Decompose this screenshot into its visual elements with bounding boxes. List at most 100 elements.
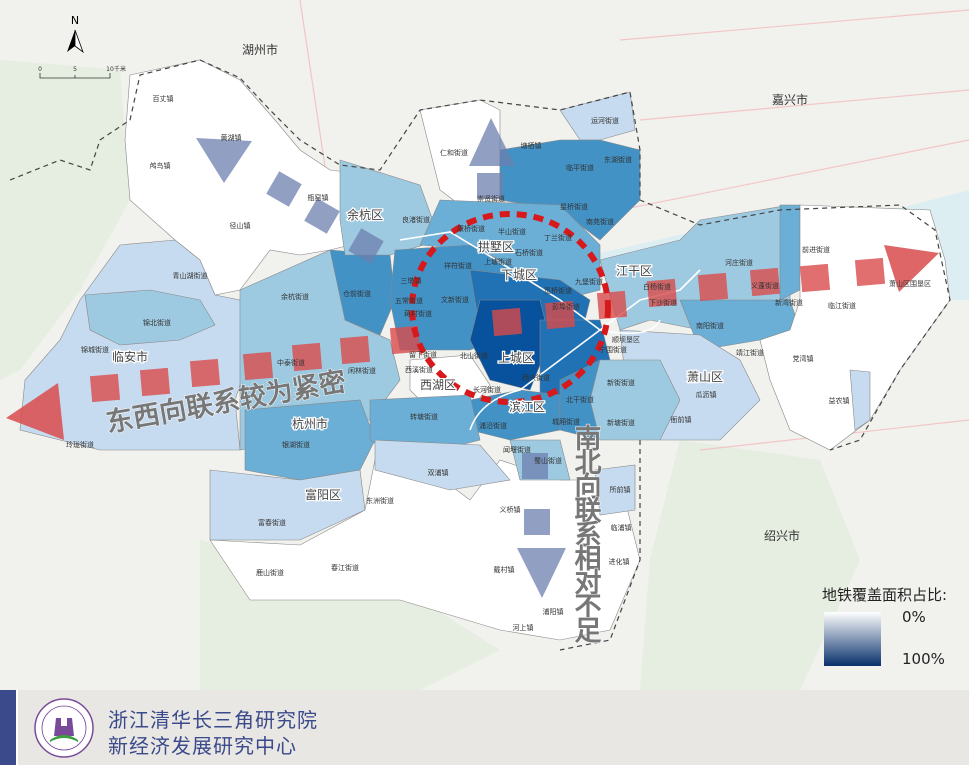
scale-bar: 0 5 10 千米	[38, 65, 126, 79]
town-label: 白杨街道	[643, 282, 671, 291]
subdistrict-region	[779, 204, 801, 301]
town-label: 祥符街道	[444, 261, 472, 270]
scale-tick: 10	[106, 66, 114, 73]
northwest-arrowhead	[196, 138, 252, 183]
footer-panel	[18, 690, 969, 765]
town-label: 三墩镇	[401, 276, 422, 285]
district-label: 临安市	[112, 349, 148, 364]
north-arrow: N	[67, 14, 84, 54]
town-label: 九堡街道	[575, 277, 603, 286]
east-west-arrow-segment	[799, 263, 831, 293]
town-label: 双浦镇	[428, 468, 449, 477]
town-label: 径山镇	[230, 221, 251, 230]
district-label: 杭州市	[292, 416, 328, 431]
town-label: 崇贤街道	[477, 194, 505, 203]
town-label: 新塘街道	[607, 418, 635, 427]
town-label: 闲林街道	[348, 366, 376, 375]
east-west-arrow-segment	[242, 351, 274, 381]
town-label: 鹿山街道	[256, 568, 284, 577]
town-label: 笕桥街道	[544, 286, 572, 295]
town-label: 义桥镇	[500, 505, 521, 514]
legend-color-ramp	[824, 612, 881, 666]
town-label: 所前镇	[610, 485, 631, 494]
district-label: 上城区	[498, 351, 534, 365]
town-label: 石桥街道	[515, 248, 543, 257]
district-label: 余杭区	[347, 207, 383, 222]
city-labels: 湖州市 嘉兴市 绍兴市	[242, 42, 808, 543]
town-label: 锦北街道	[143, 318, 171, 327]
town-label: 塘栖镇	[521, 141, 542, 150]
west-arrowhead	[6, 383, 64, 440]
city-label: 湖州市	[242, 42, 278, 57]
institute-name: 浙江清华长三角研究院	[108, 708, 318, 732]
town-label: 戴村镇	[494, 565, 515, 574]
center-name: 新经济发展研究中心	[108, 734, 297, 758]
town-label: 转塘街道	[410, 412, 438, 421]
subdistrict-region	[849, 369, 871, 431]
north-arrowhead	[469, 118, 515, 166]
east-west-arrow-segment	[291, 342, 323, 372]
town-label: 义蓬街道	[751, 281, 779, 290]
district-label: 拱墅区	[478, 240, 514, 254]
town-label: 临平街道	[566, 163, 594, 172]
legend-max-label: 100%	[902, 650, 945, 668]
scale-unit: 千米	[114, 65, 126, 73]
east-west-arrow-segment	[697, 272, 729, 302]
terrain	[0, 60, 860, 690]
footer-accent-bar	[0, 690, 16, 765]
town-label: 运河街道	[591, 116, 619, 125]
town-label: 留下街道	[409, 350, 437, 359]
east-west-arrow-segment	[749, 267, 781, 297]
town-label: 仁和街道	[440, 148, 468, 157]
town-label: 鸬鸟镇	[150, 161, 171, 170]
district-label: 下城区	[501, 268, 537, 282]
town-label: 五常街道	[395, 296, 423, 305]
north-south-arrow-segment	[477, 173, 503, 199]
north-south-arrow-segment	[304, 198, 340, 234]
core-ring	[409, 211, 611, 405]
town-label: 上塘街道	[484, 257, 512, 266]
town-label: 顺坝垦区	[612, 335, 640, 344]
north-south-annotation: 南北向联系相对不足	[575, 424, 602, 647]
town-label: 仓前街道	[343, 289, 371, 298]
town-label: 康桥街道	[457, 224, 485, 233]
town-label: 靖江街道	[736, 348, 764, 357]
city-boundary	[9, 59, 951, 651]
town-label: 富春街道	[258, 518, 286, 527]
town-label: 益农镇	[829, 396, 850, 405]
district-label: 江干区	[616, 264, 652, 278]
town-label: 前进街道	[802, 245, 830, 254]
town-label: 萧山区围垦区	[889, 279, 931, 288]
town-label: 西兴街道	[522, 373, 550, 382]
town-label: 新湾街道	[775, 298, 803, 307]
town-label: 河上镇	[513, 623, 534, 632]
north-south-arrow-segment	[348, 228, 384, 264]
town-label: 青山湖街道	[173, 271, 208, 280]
east-west-arrow-segment	[139, 367, 171, 397]
town-label: 北干街道	[566, 395, 594, 404]
district-label: 萧山区	[687, 370, 723, 384]
north-south-arrow-segment	[524, 509, 550, 535]
subdistrict-region	[469, 299, 551, 391]
subdistrict-region	[84, 289, 216, 346]
town-label: 河庄街道	[725, 258, 753, 267]
north-label: N	[71, 14, 79, 27]
subdistrict-region	[594, 464, 636, 516]
east-west-arrow-segment	[89, 373, 121, 403]
subdistrict-region	[559, 91, 636, 141]
town-label: 瓜沥镇	[696, 390, 717, 399]
district-label: 滨江区	[509, 399, 545, 414]
town-label: 文新街道	[441, 295, 469, 304]
town-label: 蜀山街道	[534, 456, 562, 465]
north-arrow-icon	[67, 30, 75, 52]
east-west-arrow-segment	[854, 257, 886, 287]
town-label: 临江街道	[828, 301, 856, 310]
town-label: 百丈镇	[153, 94, 174, 103]
district-label: 富阳区	[305, 487, 341, 502]
north-south-arrow-segment	[266, 171, 302, 207]
town-label: 星桥街道	[560, 202, 588, 211]
town-label: 下沙街道	[649, 298, 677, 307]
town-label: 浦阳镇	[543, 607, 564, 616]
town-label: 玲珑街道	[66, 440, 94, 449]
